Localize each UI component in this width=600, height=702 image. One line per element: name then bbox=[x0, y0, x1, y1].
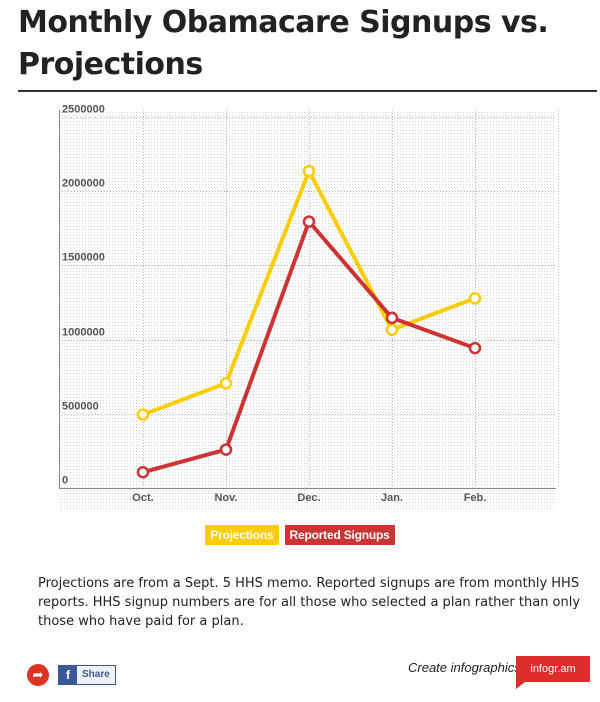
chart-title: Monthly Obamacare Signups vs. Projection… bbox=[18, 5, 549, 82]
x-tick-label: Dec. bbox=[297, 492, 320, 504]
y-tick-label: 2500000 bbox=[62, 104, 105, 116]
data-point-projections[interactable] bbox=[385, 323, 399, 337]
share-arrow-icon[interactable]: ➦ bbox=[27, 664, 49, 686]
legend-reported-signups[interactable]: Reported Signups bbox=[284, 525, 395, 545]
data-point-projections[interactable] bbox=[468, 292, 482, 305]
y-tick-label: 0 bbox=[62, 475, 68, 487]
data-point-projections[interactable] bbox=[302, 164, 316, 178]
y-tick-label: 500000 bbox=[62, 401, 99, 413]
facebook-share-button[interactable]: f Share bbox=[58, 665, 116, 685]
create-infographics-link[interactable]: Create infographics bbox=[408, 660, 521, 675]
y-tick-label: 1500000 bbox=[62, 252, 105, 264]
source-note: Projections are from a Sept. 5 HHS memo.… bbox=[38, 576, 581, 629]
y-tick-label: 1000000 bbox=[62, 327, 105, 339]
data-point-reported-signups[interactable] bbox=[219, 443, 233, 456]
data-point-reported-signups[interactable] bbox=[302, 215, 316, 228]
chart-legend: Projections Reported Signups bbox=[0, 525, 600, 545]
line-chart: 0 500000 1000000 1500000 2000000 2500000 Oct. N… bbox=[59, 104, 559, 510]
x-tick-label: Oct. bbox=[132, 492, 153, 504]
data-point-projections[interactable] bbox=[136, 408, 150, 421]
data-point-reported-signups[interactable] bbox=[385, 311, 399, 325]
x-tick-label: Nov. bbox=[214, 492, 237, 504]
infogram-logo-tail bbox=[516, 682, 525, 689]
facebook-icon: f bbox=[59, 666, 77, 684]
x-tick-label: Jan. bbox=[381, 492, 403, 504]
x-tick-label: Feb. bbox=[464, 492, 487, 504]
facebook-share-label: Share bbox=[82, 669, 110, 680]
data-point-reported-signups[interactable] bbox=[136, 465, 150, 479]
data-point-projections[interactable] bbox=[219, 377, 233, 390]
y-tick-label: 2000000 bbox=[62, 178, 105, 190]
title-divider bbox=[18, 90, 597, 92]
infogram-logo[interactable]: infogr.am bbox=[516, 656, 590, 682]
data-point-reported-signups[interactable] bbox=[468, 341, 482, 355]
legend-projections[interactable]: Projections bbox=[205, 525, 279, 545]
